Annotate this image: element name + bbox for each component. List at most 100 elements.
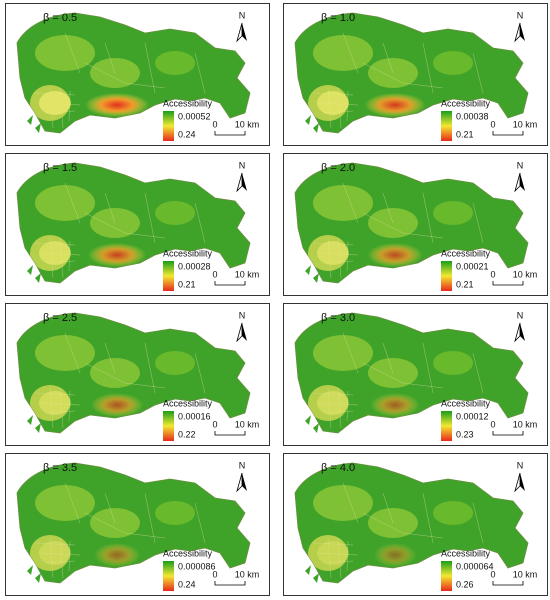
legend-gradient <box>441 561 452 591</box>
legend-gradient <box>441 261 452 291</box>
scale-bar <box>214 281 246 286</box>
hotspot-area <box>317 541 349 565</box>
north-label: N <box>239 310 246 320</box>
hotspot <box>39 541 140 567</box>
panel-title: β = 1.5 <box>43 162 77 174</box>
scale-start: 0 <box>490 419 495 429</box>
scale-end: 10 km <box>235 569 260 579</box>
legend-low: 0.000064 <box>456 561 494 571</box>
hotspot <box>317 91 426 117</box>
hotspot-area <box>91 393 143 417</box>
panel-title: β = 2.0 <box>321 162 355 174</box>
map-panel: β = 4.0 N Accessibility 0.000064 0.26 0 10 km <box>283 453 548 596</box>
legend-high: 0.21 <box>456 129 474 139</box>
hotspot <box>39 91 149 117</box>
hotspot-area <box>39 91 71 115</box>
hotspot-area <box>317 241 349 265</box>
legend-title: Accessibility <box>441 98 491 108</box>
legend-low: 0.00021 <box>456 261 489 271</box>
scale-bar <box>214 131 246 136</box>
legend-high: 0.26 <box>456 579 474 589</box>
legend-low: 0.00016 <box>178 411 211 421</box>
map-panel: β = 1.0 N Accessibility 0.00038 0.21 0 10 km <box>283 3 548 146</box>
legend-title: Accessibility <box>441 248 491 258</box>
legend-high: 0.24 <box>178 129 196 139</box>
map-panel: β = 2.0 N Accessibility 0.00021 0.21 0 10 km <box>283 153 548 296</box>
hotspot-area <box>317 391 349 415</box>
north-label: N <box>517 460 524 470</box>
map-panel: β = 0.5 N Accessibility 0.00052 0.24 0 10 km <box>5 3 270 146</box>
scale-bar <box>492 581 524 586</box>
scale-start: 0 <box>212 119 217 129</box>
legend-low: 0.00012 <box>456 411 489 421</box>
hotspot-area <box>317 91 349 115</box>
scale-end: 10 km <box>235 269 260 279</box>
north-arrow <box>242 23 247 41</box>
hotspot-area <box>364 93 426 117</box>
scale-start: 0 <box>490 569 495 579</box>
legend-title: Accessibility <box>163 398 213 408</box>
scale-end: 10 km <box>513 269 538 279</box>
legend-gradient <box>163 411 174 441</box>
legend-gradient <box>441 411 452 441</box>
north-arrow <box>242 323 247 341</box>
legend-gradient <box>163 561 174 591</box>
legend-gradient <box>163 111 174 141</box>
legend-title: Accessibility <box>441 548 491 558</box>
north-label: N <box>239 460 246 470</box>
scale-bar <box>492 431 524 436</box>
legend-high: 0.23 <box>456 429 474 439</box>
north-label: N <box>517 10 524 20</box>
scale-start: 0 <box>212 269 217 279</box>
legend-high: 0.24 <box>178 579 196 589</box>
legend-high: 0.21 <box>178 279 196 289</box>
map-panel: β = 3.0 N Accessibility 0.00012 0.23 0 10 km <box>283 303 548 446</box>
north-arrow <box>520 173 525 191</box>
hotspot-area <box>367 243 423 267</box>
panel-title: β = 0.5 <box>43 12 77 24</box>
map-panel: β = 3.5 N Accessibility 0.000086 0.24 0 10 km <box>5 453 270 596</box>
scale-end: 10 km <box>513 569 538 579</box>
hotspot <box>317 241 423 267</box>
hotspot-area <box>370 393 420 417</box>
legend-title: Accessibility <box>163 98 213 108</box>
scale-bar <box>492 281 524 286</box>
hotspot <box>39 391 143 417</box>
panel-title: β = 1.0 <box>321 12 355 24</box>
north-arrow <box>520 473 525 491</box>
panel-title: β = 3.5 <box>43 462 77 474</box>
scale-end: 10 km <box>235 419 260 429</box>
hotspot <box>317 541 417 567</box>
hotspot <box>317 391 420 417</box>
hotspot-area <box>39 241 71 265</box>
hotspot-area <box>39 391 71 415</box>
hotspot-area <box>373 543 417 567</box>
legend-title: Accessibility <box>163 548 213 558</box>
north-arrow <box>520 23 525 41</box>
hotspot-area <box>39 541 71 565</box>
north-label: N <box>239 160 246 170</box>
panel-title: β = 3.0 <box>321 312 355 324</box>
north-label: N <box>517 160 524 170</box>
hotspot-area <box>94 543 140 567</box>
panel-title: β = 4.0 <box>321 462 355 474</box>
scale-start: 0 <box>490 269 495 279</box>
legend-high: 0.22 <box>178 429 196 439</box>
north-arrow <box>520 323 525 341</box>
scale-bar <box>214 431 246 436</box>
legend-title: Accessibility <box>441 398 491 408</box>
scale-end: 10 km <box>513 419 538 429</box>
scale-start: 0 <box>212 569 217 579</box>
legend-gradient <box>441 111 452 141</box>
hotspot-area <box>85 93 149 117</box>
legend-low: 0.00052 <box>178 111 211 121</box>
north-arrow <box>242 173 247 191</box>
scale-bar <box>492 131 524 136</box>
north-label: N <box>517 310 524 320</box>
legend-low: 0.000086 <box>178 561 216 571</box>
scale-end: 10 km <box>513 119 538 129</box>
hotspot-area <box>88 243 146 267</box>
scale-bar <box>214 581 246 586</box>
hotspot <box>39 241 146 267</box>
